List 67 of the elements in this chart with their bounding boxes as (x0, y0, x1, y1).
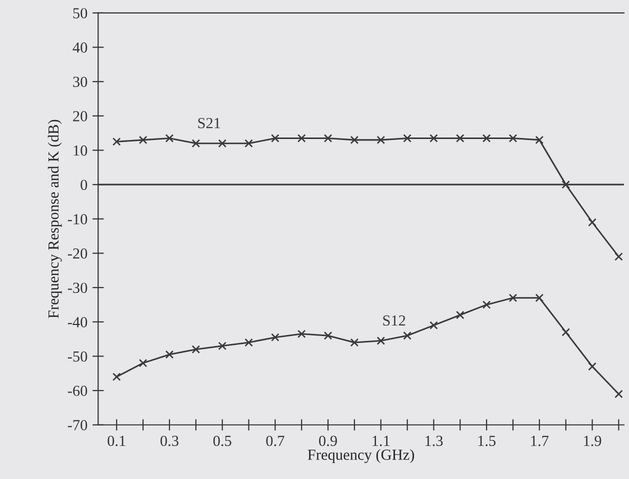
point (297, 330, 306, 338)
x-tick-label: 1.5 (478, 436, 496, 446)
point (403, 134, 412, 142)
point (614, 390, 623, 398)
point (218, 342, 226, 350)
point (482, 300, 491, 309)
y-tick-label: 10 (74, 145, 88, 156)
y-tick-label: -60 (68, 386, 88, 396)
point (297, 134, 306, 142)
y-tick-label: -10 (68, 214, 88, 224)
point (350, 338, 359, 347)
point (535, 294, 544, 302)
point (588, 362, 596, 371)
y-tick-label: 30 (73, 76, 88, 88)
point (376, 336, 386, 345)
x-tick-label: 1.9 (584, 436, 602, 446)
x-tick-label: 0.7 (266, 436, 284, 446)
point (165, 134, 174, 142)
point (614, 252, 623, 261)
y-tick-label: -40 (68, 317, 88, 328)
point (112, 137, 121, 146)
point (508, 294, 518, 302)
series-label: S12 (383, 315, 406, 326)
point (192, 139, 200, 148)
point (508, 134, 518, 142)
y-tick-label: -70 (68, 420, 88, 430)
point (324, 134, 332, 142)
y-tick-label: 0 (80, 180, 88, 190)
x-tick-label: 0.5 (213, 436, 232, 446)
point (482, 134, 491, 142)
point (456, 310, 464, 320)
point (376, 136, 386, 144)
point (271, 134, 280, 142)
point (192, 345, 200, 354)
y-tick-label: 20 (73, 111, 88, 122)
point (138, 136, 148, 144)
point (244, 338, 253, 347)
y-axis-title: Frequency Response and K (dB) (48, 120, 62, 318)
point (588, 218, 596, 227)
x-tick-label: 1.1 (372, 436, 390, 446)
x-tick-label: 1.3 (426, 436, 443, 446)
point (324, 331, 332, 340)
y-tick-label: -20 (68, 248, 88, 259)
point (403, 331, 412, 340)
point (271, 333, 280, 342)
x-tick-label: 1.7 (531, 436, 549, 446)
series-label: S21 (198, 118, 220, 128)
point (138, 358, 148, 368)
y-tick-label: -50 (68, 351, 88, 362)
point (430, 134, 438, 142)
point (562, 328, 570, 336)
x-tick-label: 0.1 (108, 436, 126, 446)
point (535, 136, 544, 144)
point (218, 139, 226, 148)
x-tick-label: 0.3 (160, 436, 178, 446)
point (562, 180, 570, 189)
point (350, 136, 359, 144)
point (456, 134, 464, 142)
point (244, 139, 253, 148)
y-tick-label: 50 (73, 8, 88, 18)
x-axis-title: Frequency (GHz) (308, 449, 414, 464)
x-tick-label: 0.9 (319, 436, 337, 446)
point (112, 372, 121, 381)
y-tick-label: -30 (68, 282, 88, 294)
y-tick-label: 40 (72, 42, 88, 53)
point (430, 321, 438, 330)
point (165, 350, 174, 359)
